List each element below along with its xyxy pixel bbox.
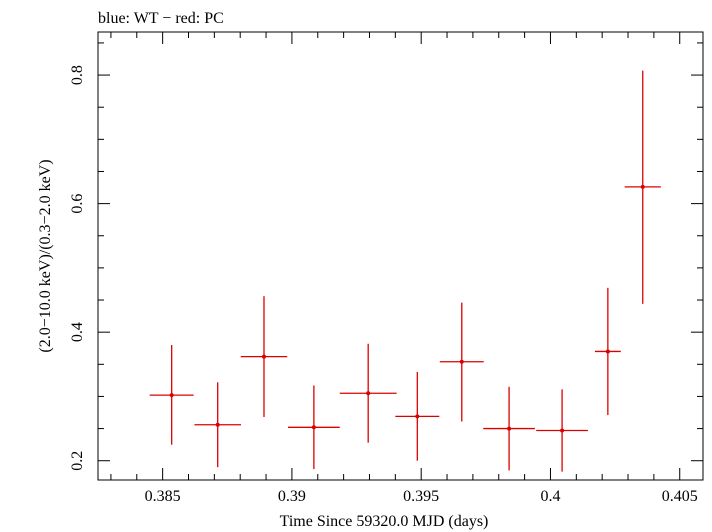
x-tick-label: 0.405: [662, 488, 698, 505]
data-marker: [640, 184, 645, 189]
data-point: [483, 386, 535, 471]
y-tick-label: 0.8: [69, 65, 86, 85]
data-marker: [366, 391, 371, 396]
data-point: [624, 70, 661, 304]
x-axis: 0.385 0.39 0.395 0.4 0.405: [110, 32, 698, 505]
data-point: [240, 296, 288, 418]
data-series-pc: [149, 70, 661, 472]
data-marker: [311, 425, 316, 430]
x-tick-label: 0.395: [403, 488, 439, 505]
data-point: [149, 345, 194, 445]
data-point: [288, 385, 340, 470]
data-marker: [215, 422, 220, 427]
y-tick-label: 0.6: [69, 194, 86, 214]
x-tick-label: 0.385: [145, 488, 181, 505]
x-tick-label: 0.4: [540, 488, 560, 505]
y-tick-label: 0.2: [69, 451, 86, 471]
data-point: [594, 287, 621, 416]
data-marker: [459, 359, 464, 364]
data-marker: [261, 354, 266, 359]
y-axis: 0.2 0.4 0.6 0.8: [69, 42, 703, 471]
y-tick-label: 0.4: [69, 322, 86, 342]
x-tick-label: 0.39: [278, 488, 306, 505]
data-marker: [605, 349, 610, 354]
data-marker: [560, 428, 565, 433]
data-marker: [415, 414, 420, 419]
data-point: [194, 382, 241, 468]
data-point: [395, 372, 440, 461]
plot-frame: [97, 31, 704, 481]
chart-title: blue: WT − red: PC: [98, 10, 224, 27]
y-axis-label: (2.0−10.0 keV)/(0.3−2.0 keV): [37, 159, 54, 352]
data-point: [536, 389, 588, 472]
data-point: [339, 343, 397, 443]
data-marker: [169, 393, 174, 398]
x-axis-label: Time Since 59320.0 MJD (days): [280, 513, 489, 530]
data-point: [439, 302, 484, 422]
data-marker: [507, 426, 512, 431]
